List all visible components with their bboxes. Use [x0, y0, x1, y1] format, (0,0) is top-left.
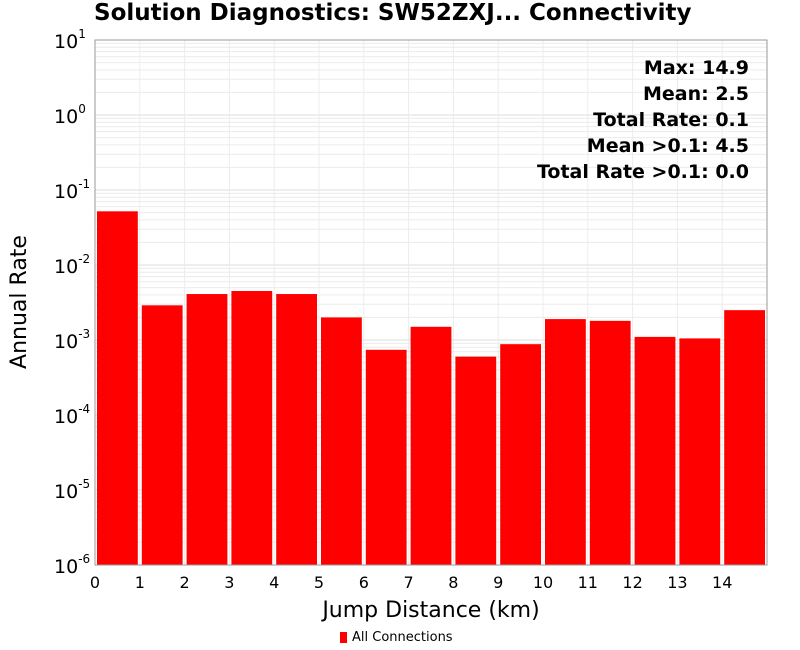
x-tick-label: 6	[359, 573, 369, 592]
y-tick-label: 10-5	[54, 477, 90, 503]
y-tick-label: 10-2	[54, 252, 90, 278]
x-tick-label: 12	[622, 573, 642, 592]
bar	[231, 291, 273, 565]
x-tick-label: 5	[314, 573, 324, 592]
x-tick-label: 10	[533, 573, 553, 592]
y-tick-label: 101	[54, 27, 86, 53]
bar	[679, 338, 721, 565]
x-tick-label: 0	[90, 573, 100, 592]
stat-annotation: Mean: 2.5	[643, 83, 749, 105]
x-tick-label: 8	[448, 573, 458, 592]
bar	[724, 310, 765, 565]
legend-label: All Connections	[352, 630, 453, 645]
bar	[545, 319, 586, 565]
legend-swatch	[340, 632, 347, 643]
y-tick-label: 100	[54, 102, 86, 128]
y-tick-labels: 10-6 10-5 10-4 10-3 10-2 10-1 100 101	[54, 27, 90, 578]
stat-annotation: Total Rate >0.1: 0.0	[537, 161, 749, 183]
y-axis-label: Annual Rate	[7, 235, 32, 369]
bar	[500, 344, 541, 565]
x-tick-labels: 0 1 2 3 4 5 6 7 8 9 10 11 12 13 14	[90, 573, 732, 592]
stat-annotation: Mean >0.1: 4.5	[587, 135, 749, 157]
legend: All Connections	[340, 630, 453, 645]
stats-annotations: Max: 14.9 Mean: 2.5 Total Rate: 0.1 Mean >0…	[537, 57, 749, 183]
x-axis-label: Jump Distance (km)	[320, 598, 539, 623]
x-tick-label: 1	[135, 573, 145, 592]
x-tick-label: 2	[180, 573, 190, 592]
bar	[410, 326, 452, 565]
stat-annotation: Total Rate: 0.1	[593, 109, 749, 131]
bar	[589, 320, 631, 565]
bar	[97, 211, 138, 565]
stat-annotation: Max: 14.9	[644, 57, 749, 79]
x-tick-label: 9	[493, 573, 503, 592]
bar	[141, 305, 183, 565]
x-tick-label: 11	[578, 573, 598, 592]
x-tick-label: 14	[712, 573, 732, 592]
y-tick-label: 10-3	[54, 327, 90, 353]
x-tick-label: 7	[404, 573, 414, 592]
chart-title: Solution Diagnostics: SW52ZXJ... Connect…	[94, 0, 692, 26]
x-tick-label: 3	[224, 573, 234, 592]
x-tick-label: 4	[269, 573, 279, 592]
y-tick-label: 10-1	[54, 177, 90, 203]
x-tick-label: 13	[667, 573, 687, 592]
bar	[455, 356, 497, 565]
plot-border	[94, 39, 768, 566]
y-tick-label: 10-6	[54, 552, 90, 578]
bar	[186, 294, 228, 565]
bar	[321, 317, 362, 565]
bar	[276, 294, 317, 565]
y-tick-label: 10-4	[54, 402, 90, 428]
bar	[365, 349, 407, 565]
bar	[634, 336, 676, 565]
bars-group	[97, 211, 765, 565]
